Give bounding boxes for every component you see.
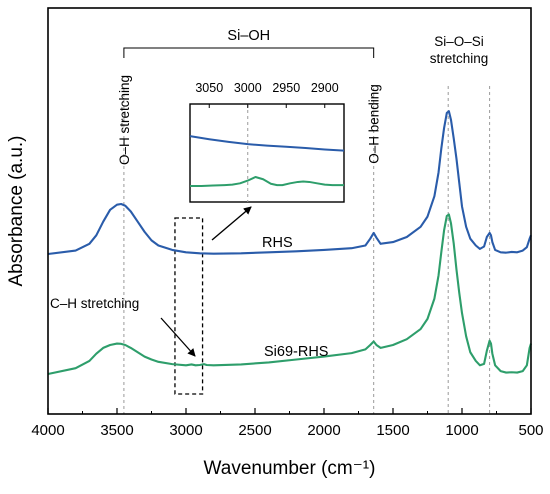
ch-region-box <box>174 217 204 395</box>
inset-frame <box>189 103 345 203</box>
reference-lines <box>123 86 491 414</box>
x-tick-label: 3500 <box>100 422 133 439</box>
inset-content: 3050 3000 2950 2900 <box>189 81 345 202</box>
x-axis-ticks: 4000 3500 3000 2500 2000 1500 1000 500 <box>31 408 544 439</box>
y-axis-title: Absorbance (a.u.) <box>6 135 27 286</box>
x-tick-label: 1000 <box>445 422 478 439</box>
inset-tick-label: 3050 <box>195 81 223 95</box>
x-tick-label: 2500 <box>238 422 271 439</box>
inset-pointer-arrow <box>211 206 252 241</box>
series-group <box>47 110 533 376</box>
inset-tick-label: 2900 <box>311 81 339 95</box>
annotation-arrows <box>160 206 252 357</box>
rhs-series-label: RHS <box>262 235 293 251</box>
x-tick-label: 2000 <box>307 422 340 439</box>
series-line-rhs <box>47 110 532 256</box>
si-oh-label: Si–OH <box>227 28 270 44</box>
inset-series-line-rhs <box>189 135 345 152</box>
oh-bending-label: O–H bending <box>367 84 382 164</box>
x-axis-title: Wavenumber (cm⁻¹) <box>204 458 376 479</box>
inset-tick-label: 2950 <box>272 81 300 95</box>
ch-stretching-arrow <box>160 317 196 357</box>
x-tick-label: 4000 <box>31 422 64 439</box>
si-o-si-label-line1: Si–O–Si <box>434 34 484 49</box>
x-tick-label: 3000 <box>169 422 202 439</box>
si69-rhs-series-label: Si69-RHS <box>264 344 328 360</box>
x-tick-label: 1500 <box>376 422 409 439</box>
x-tick-label: 500 <box>518 422 543 439</box>
oh-stretching-label: O–H stretching <box>117 75 132 165</box>
series-line-si69-rhs <box>47 213 533 376</box>
highlight-box-group <box>174 217 204 395</box>
si-o-si-label-line2: stretching <box>430 51 489 66</box>
inset-tick-label: 3000 <box>234 81 262 95</box>
ch-stretching-label: C–H stretching <box>50 296 139 311</box>
inset-series-line-si69-rhs <box>190 176 344 187</box>
si-oh-bracket <box>123 47 375 58</box>
inset-group: 3050 3000 2950 2900 <box>189 81 345 203</box>
